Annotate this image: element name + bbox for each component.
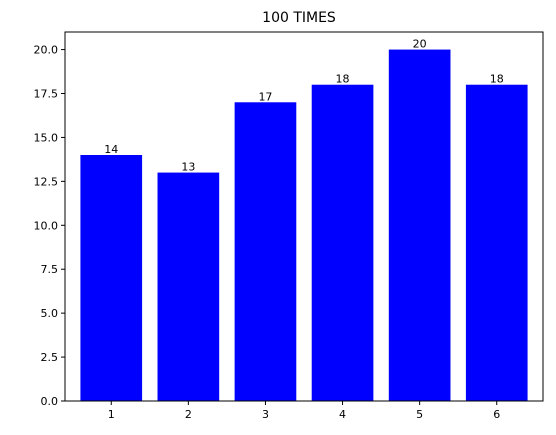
data-label-5: 20 [413, 38, 427, 51]
data-label-4: 18 [336, 73, 350, 86]
y-tick-label-2.5: 2.5 [41, 351, 59, 364]
y-tick-label-10.0: 10.0 [34, 219, 59, 232]
chart-title: 100 TIMES [262, 10, 336, 26]
x-tick-label-2: 2 [185, 408, 192, 421]
bars-layer [80, 49, 528, 402]
y-tick-label-15.0: 15.0 [34, 131, 59, 144]
x-axis-ticks: 1 2 3 4 5 6 [108, 401, 500, 421]
data-label-1: 14 [104, 143, 118, 156]
plot-area-frame [64, 31, 544, 402]
data-label-6: 18 [490, 73, 504, 86]
bar-1 [80, 155, 143, 401]
bar-3 [234, 102, 297, 402]
data-labels-layer: 14 13 17 18 20 18 [104, 38, 503, 174]
x-tick-label-1: 1 [108, 408, 115, 421]
x-tick-label-3: 3 [262, 408, 269, 421]
bar-5 [388, 49, 451, 401]
x-tick-label-5: 5 [416, 408, 423, 421]
y-tick-label-12.5: 12.5 [34, 175, 59, 188]
y-tick-label-20.0: 20.0 [34, 44, 59, 57]
bar-4 [311, 84, 374, 401]
bar-6 [465, 84, 528, 401]
y-tick-label-17.5: 17.5 [34, 88, 59, 101]
data-label-3: 17 [258, 90, 272, 103]
y-tick-label-0.0: 0.0 [41, 395, 59, 408]
x-tick-label-6: 6 [493, 408, 500, 421]
x-tick-label-4: 4 [339, 408, 346, 421]
data-label-2: 13 [181, 161, 195, 174]
y-tick-label-5.0: 5.0 [41, 307, 59, 320]
bar-2 [157, 172, 220, 401]
y-axis-ticks: 0.0 2.5 5.0 7.5 10.0 12.5 15.0 17.5 20.0 [34, 44, 65, 408]
y-tick-label-7.5: 7.5 [41, 263, 59, 276]
